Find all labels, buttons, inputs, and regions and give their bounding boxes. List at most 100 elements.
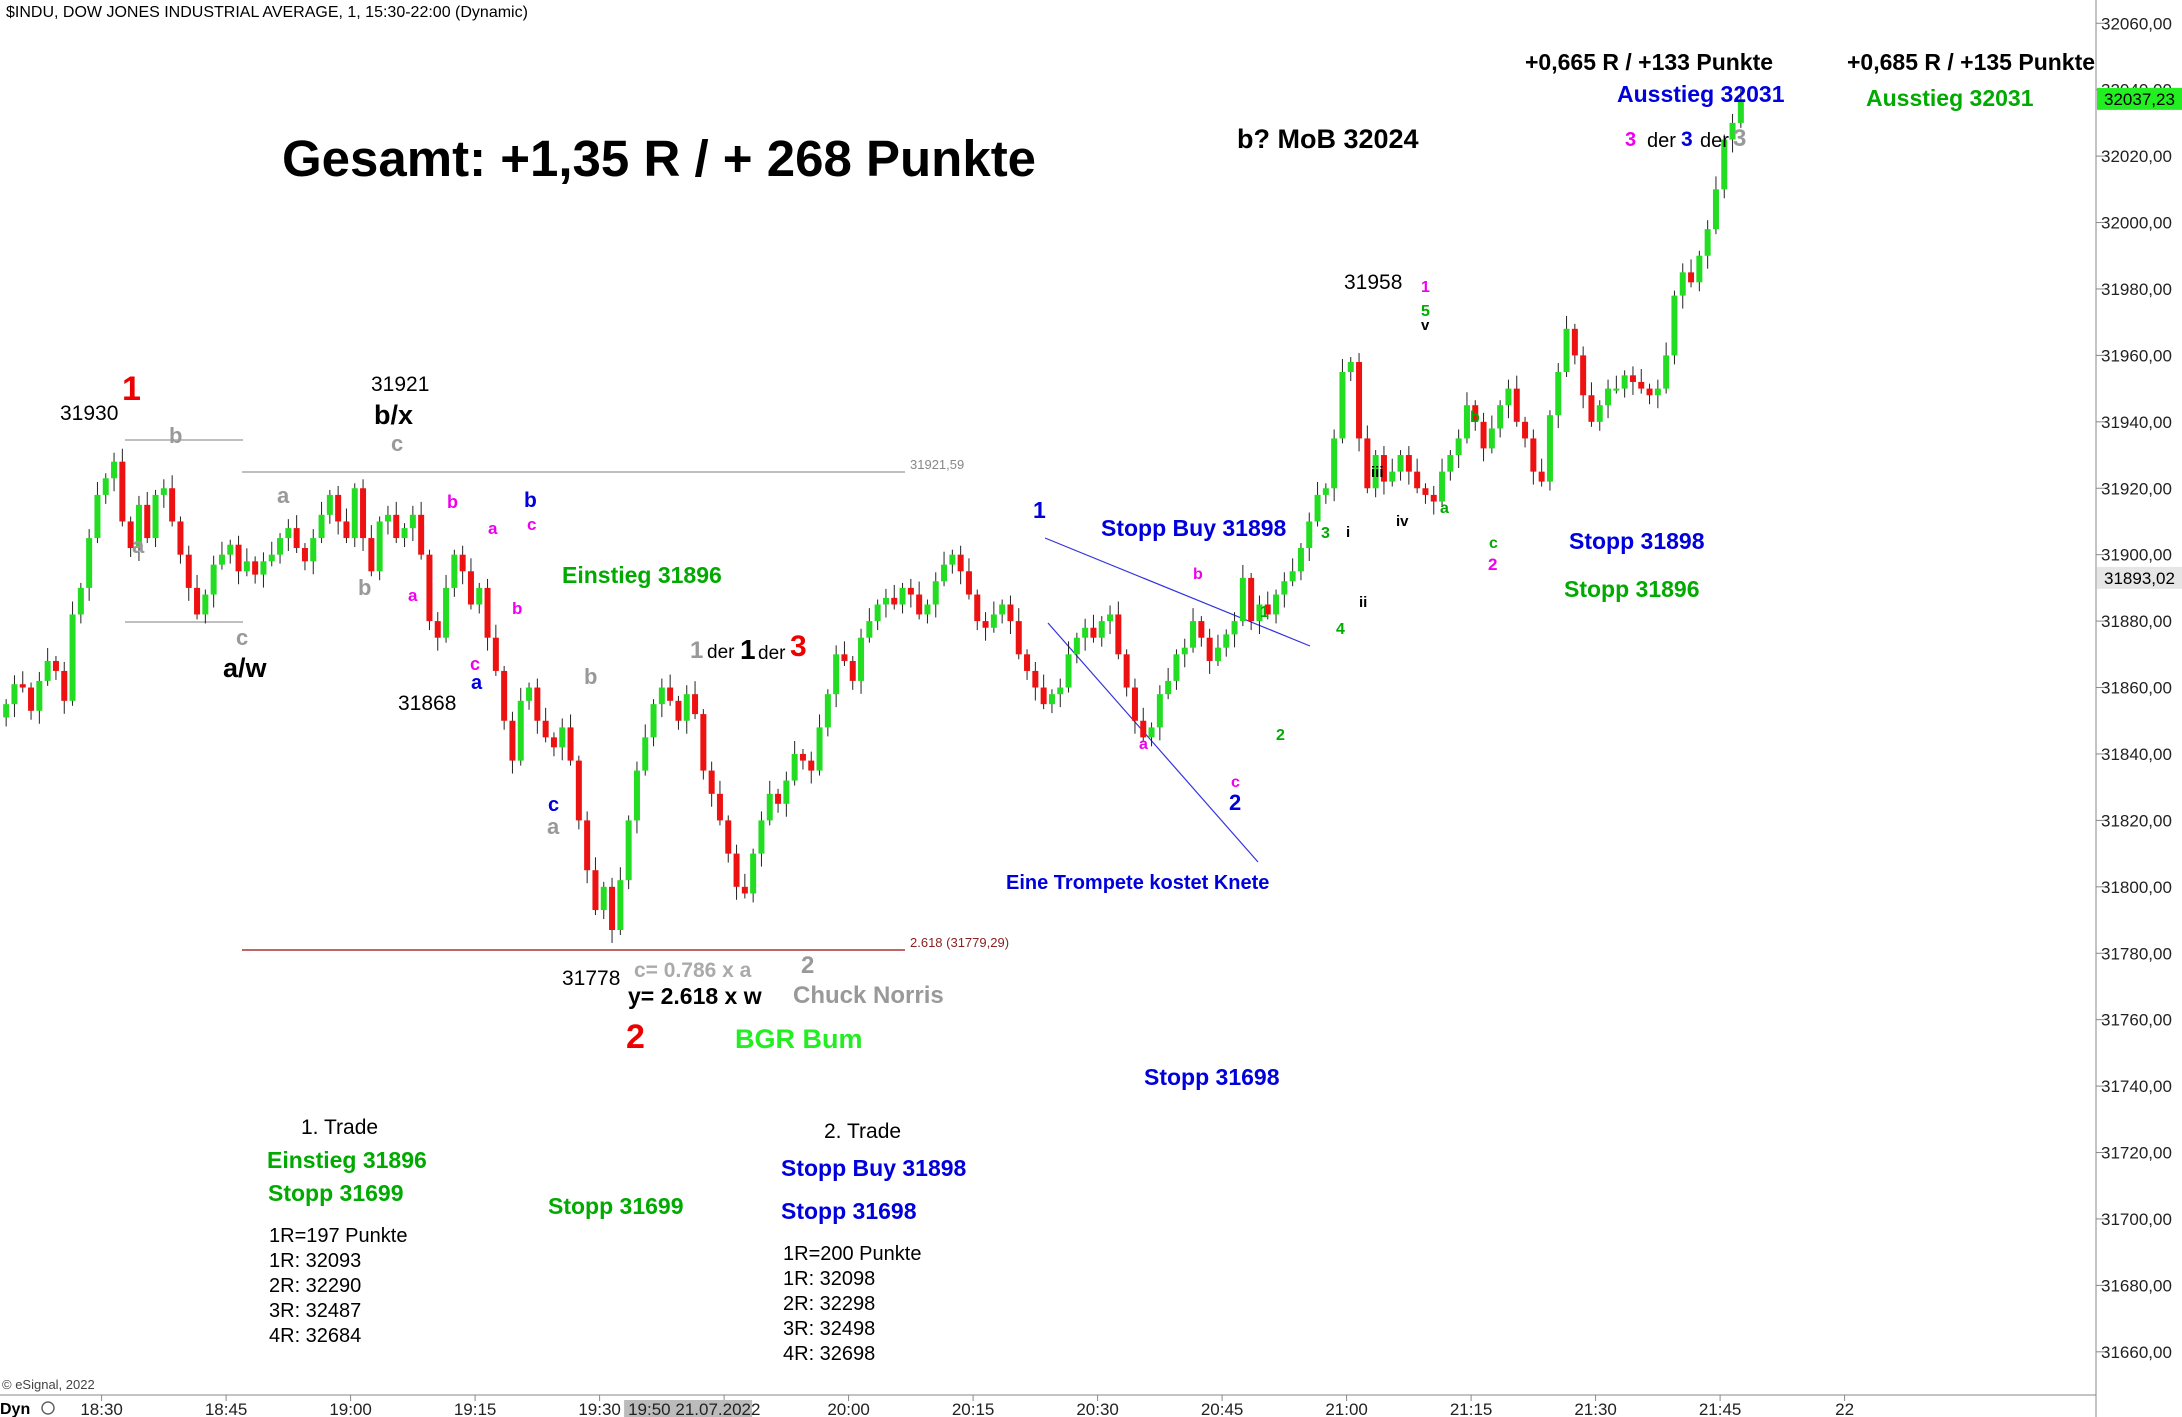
wave-1-green: 1 <box>1260 604 1269 621</box>
candle-body <box>650 704 657 738</box>
candle-body <box>77 587 84 615</box>
candle-body <box>559 727 566 748</box>
trade2-title: 2. Trade <box>824 1120 901 1143</box>
exit-green-label: Ausstieg 32031 <box>1866 85 2034 111</box>
candle-body <box>1057 687 1064 695</box>
wave-1-red: 1 <box>122 370 141 408</box>
candle-body <box>277 538 284 555</box>
candle-body <box>667 687 674 701</box>
candle-body <box>567 727 574 761</box>
x-tick-label: 18:45 <box>205 1400 248 1417</box>
candle-body <box>517 700 524 761</box>
total-result-title: Gesamt: +1,35 R / + 268 Punkte <box>282 130 1036 187</box>
trade2-line-2: 2R: 32298 <box>783 1293 875 1315</box>
candle-body <box>1073 637 1080 655</box>
candle-body <box>990 614 997 628</box>
candle-body <box>808 760 815 771</box>
wave-2-grey: 2 <box>801 952 814 979</box>
trade2-line-0: 1R=200 Punkte <box>783 1243 921 1265</box>
trade2-line-1: 1R: 32098 <box>783 1268 875 1290</box>
candle-body <box>1654 388 1661 396</box>
candle-body <box>111 461 118 479</box>
candle-body <box>1497 405 1504 429</box>
candle-body <box>1173 654 1180 681</box>
high-31958-label: 31958 <box>1344 271 1402 294</box>
candle-body <box>974 594 981 622</box>
y-tick-label: 31760,00 <box>2101 1011 2172 1030</box>
candle-body <box>1223 634 1230 648</box>
plot-area <box>0 0 2096 1395</box>
candle-body <box>177 521 184 555</box>
candle-body <box>1264 604 1271 615</box>
candle-body <box>1638 381 1645 389</box>
candle-body <box>443 587 450 638</box>
candle-body <box>1679 272 1686 296</box>
candle-body <box>218 554 225 565</box>
count-1-black: 1 <box>740 634 756 665</box>
x-tick-label: 19:30 <box>578 1400 621 1417</box>
candle-body <box>393 514 400 539</box>
price-tag-label: 32037,23 <box>2104 90 2175 109</box>
candle-body <box>775 793 782 804</box>
wave-iv: iv <box>1396 513 1409 530</box>
candle-body <box>1671 295 1678 356</box>
x-tick-label: 20:30 <box>1076 1400 1119 1417</box>
entry-31896-label: Einstieg 31896 <box>562 562 722 588</box>
candle-body <box>194 587 201 615</box>
candle-body <box>1605 388 1612 406</box>
candle-body <box>658 687 665 705</box>
candle-body <box>1339 372 1346 439</box>
wave-v: v <box>1421 317 1430 334</box>
candle-body <box>28 687 35 711</box>
candle-body <box>243 561 250 572</box>
count-der-1: der <box>1647 130 1676 152</box>
candle-body <box>1107 614 1114 622</box>
candle-body <box>326 494 333 515</box>
candle-body <box>1546 415 1553 482</box>
candle-body <box>799 753 806 761</box>
candle-body <box>542 720 549 738</box>
candle-body <box>52 660 59 671</box>
result-blue-label: +0,665 R / +133 Punkte <box>1525 49 1773 75</box>
wave-b-blue-1: b <box>524 489 537 512</box>
candle-body <box>1704 229 1711 256</box>
dyn-box <box>0 1398 56 1417</box>
candle-body <box>1372 455 1379 489</box>
candle-body <box>1156 694 1163 728</box>
x-tick-label: 21:15 <box>1450 1400 1493 1417</box>
candle-body <box>941 564 948 582</box>
candle-body <box>135 504 142 549</box>
candle-body <box>434 621 441 638</box>
x-tick-label: 20:00 <box>827 1400 870 1417</box>
candle-body <box>633 770 640 821</box>
candle-body <box>1422 488 1429 495</box>
trumpet-label: Eine Trompete kostet Knete <box>1006 872 1269 894</box>
count-3-grey: 3 <box>1733 125 1746 152</box>
wave-4-green: 4 <box>1336 621 1345 638</box>
c-ratio-label: c= 0.786 x a <box>634 959 752 982</box>
stop-buy-31898-label: Stopp Buy 31898 <box>1101 515 1287 541</box>
trade2-entry: Stopp Buy 31898 <box>781 1155 967 1181</box>
wave-1-magenta: 1 <box>1421 279 1430 296</box>
wave-c-green: c <box>1489 535 1498 552</box>
candle-body <box>36 680 43 711</box>
candle-body <box>459 554 466 572</box>
dyn-icon[interactable] <box>41 1401 55 1415</box>
wave-2-blue: 2 <box>1229 790 1241 815</box>
candle-body <box>1148 727 1155 738</box>
count-der-2: der <box>1700 130 1729 152</box>
candle-body <box>1530 438 1537 472</box>
candle-body <box>1347 362 1354 372</box>
wave-5-green: 5 <box>1421 303 1430 320</box>
y-tick-label: 32000,00 <box>2101 214 2172 233</box>
candle-body <box>899 587 906 605</box>
wave-2-magenta: 2 <box>1488 555 1497 574</box>
candle-body <box>708 770 715 794</box>
candle-body <box>1065 654 1072 688</box>
candle-body <box>1522 421 1529 439</box>
candle-body <box>1629 375 1636 382</box>
wave-iii: iii <box>1371 464 1384 481</box>
wave-a-magenta-3: a <box>1139 736 1148 753</box>
candle-body <box>1555 372 1562 416</box>
candle-body <box>716 793 723 821</box>
